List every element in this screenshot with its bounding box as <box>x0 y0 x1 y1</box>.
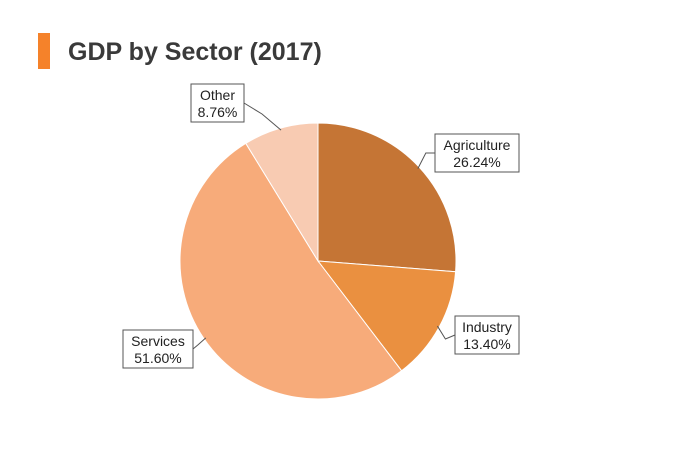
slice-name-label: Agriculture <box>444 137 511 153</box>
slice-name-label: Industry <box>462 319 512 335</box>
data-label-box <box>454 315 520 355</box>
slice-value-label: 13.40% <box>463 336 510 352</box>
leader-line-services <box>192 337 207 350</box>
data-label-box <box>434 133 520 173</box>
leader-line-industry <box>436 325 456 340</box>
leader-line-agriculture <box>417 152 435 169</box>
page-title: GDP by Sector (2017) <box>68 38 322 66</box>
pie-slice-agriculture <box>317 122 457 273</box>
leader-line-other <box>243 102 282 131</box>
slice-value-label: 8.76% <box>198 104 238 120</box>
data-label-box <box>190 83 245 123</box>
slice-value-label: 51.60% <box>134 350 181 366</box>
title-accent-bar <box>38 33 50 69</box>
slice-value-label: 26.24% <box>453 154 500 170</box>
data-label-box <box>122 329 194 369</box>
slice-name-label: Services <box>131 333 185 349</box>
pie-slice-industry <box>316 260 457 372</box>
pie-slice-other <box>245 122 319 263</box>
slice-name-label: Other <box>200 87 235 103</box>
